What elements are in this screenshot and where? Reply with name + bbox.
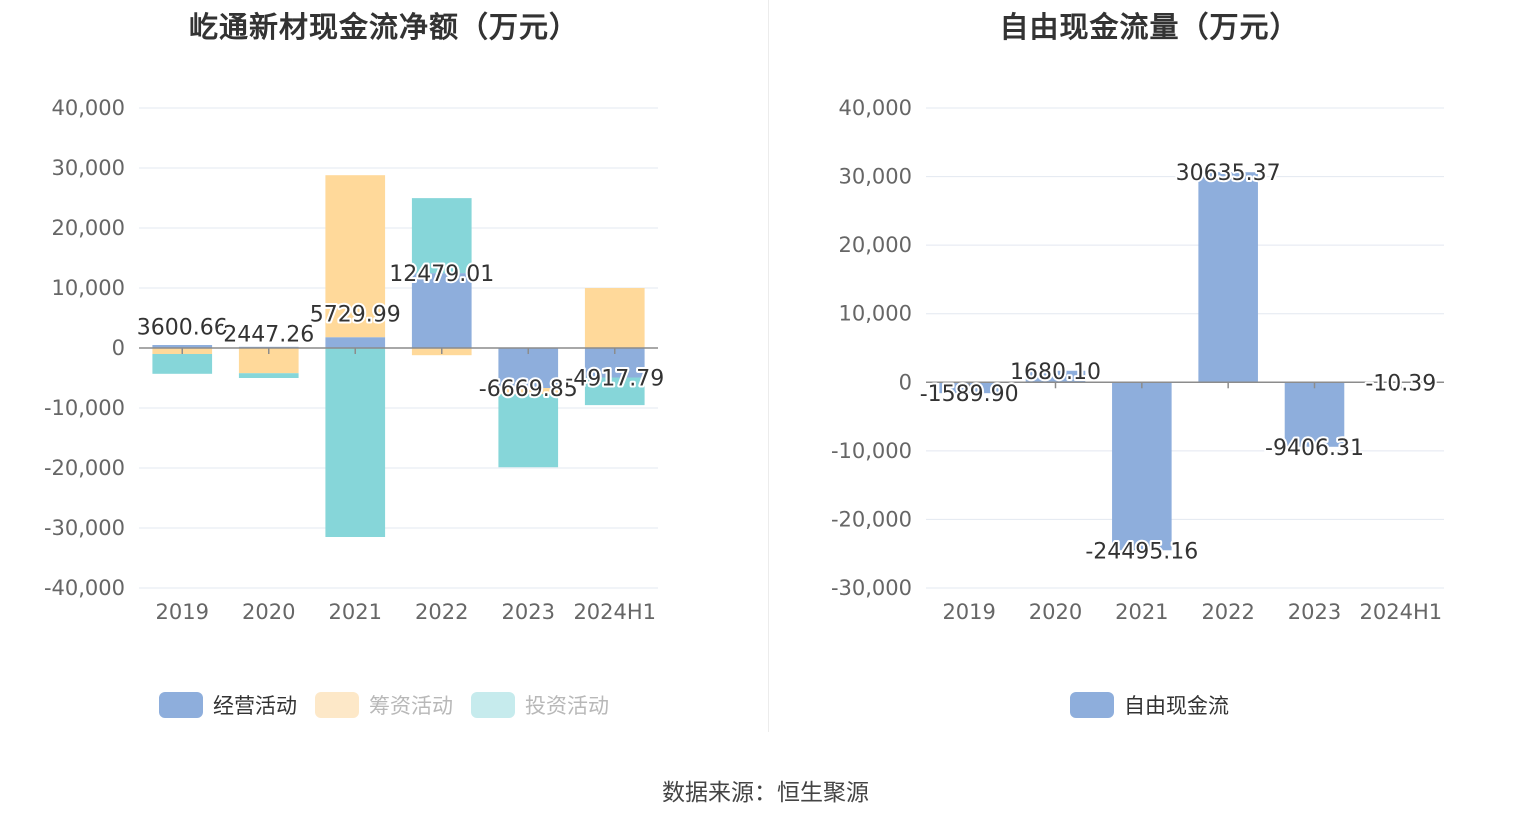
y-tick-label: -10,000 [44,396,125,420]
bar [325,337,386,348]
y-tick-label: 30,000 [839,165,912,189]
bar [1025,370,1086,383]
legend-label: 自由现金流 [1124,694,1229,718]
data-label: 12479.01 [389,262,494,287]
x-tick-label: 2019 [156,600,209,624]
bar [411,273,472,348]
bar [325,348,386,537]
y-tick-label: -30,000 [44,516,125,540]
legend: 经营活动 筹资活动 投资活动 [0,690,768,720]
bar [584,377,645,406]
bar [1284,382,1345,447]
data-label: 5729.99 [310,303,401,328]
data-label: 1680.10 [1010,360,1101,385]
y-tick-label: 20,000 [839,233,912,257]
chart-title: 自由现金流量（万元） [999,10,1300,44]
y-tick-label: 40,000 [839,96,912,120]
y-tick-label: 0 [112,336,125,360]
panel-divider [768,0,769,732]
y-tick-label: 20,000 [52,216,125,240]
legend-swatch [1070,692,1114,718]
data-label: -9406.31 [1265,436,1364,461]
legend-item-financing[interactable]: 筹资活动 [315,690,453,720]
legend-label: 投资活动 [525,694,609,718]
y-tick-label: 0 [899,370,912,394]
x-tick-label: 2022 [415,600,468,624]
bar [498,348,559,389]
free-cash-flow-chart: 自由现金流量（万元） 40,000 30,000 20,000 10,000 0 -10,… [768,0,1531,740]
legend-label: 经营活动 [213,694,297,718]
y-tick-label: -40,000 [44,576,125,600]
data-label: -10.39 [1365,371,1436,396]
y-tick-label: 40,000 [52,96,125,120]
data-source: 数据来源：恒生聚源 [662,780,869,806]
x-tick-label: 2020 [242,600,295,624]
data-label: 30635.37 [1176,161,1281,186]
bar [238,373,299,378]
x-tick-label: 2022 [1201,600,1254,624]
legend-swatch [471,692,515,718]
x-tick-label: 2021 [329,600,382,624]
x-tick-label: 2023 [502,600,555,624]
cash-flow-net-plot: 40,000 30,000 20,000 10,000 0 -10,000 -20,000 -… [44,96,666,624]
y-tick-label: 10,000 [52,276,125,300]
bar [152,354,213,374]
x-tick-label: 2024H1 [573,600,656,624]
y-tick-label: -20,000 [831,507,912,531]
y-tick-label: -30,000 [831,576,912,600]
bar [152,345,213,348]
bar [1112,382,1172,551]
data-label: 2447.26 [223,322,314,347]
cash-flow-net-chart: 屹通新材现金流净额（万元） 40,000 30,000 20,000 10,000 0 -… [0,0,768,740]
bar [1198,172,1258,383]
y-tick-label: 10,000 [839,302,912,326]
legend-swatch [315,692,359,718]
legend-item-investing[interactable]: 投资活动 [471,690,609,720]
y-tick-label: -10,000 [831,439,912,463]
x-tick-label: 2024H1 [1360,600,1443,624]
bar [411,198,472,274]
chart-title: 屹通新材现金流净额（万元） [188,10,579,44]
legend: 自由现金流 [768,690,1531,720]
data-label: 3600.66 [137,315,228,340]
x-tick-label: 2020 [1029,600,1082,624]
data-label: -4917.79 [565,367,664,392]
bar [498,388,559,395]
x-tick-label: 2023 [1288,600,1341,624]
y-tick-label: -20,000 [44,456,125,480]
x-tick-label: 2021 [1115,600,1168,624]
data-label: -24495.16 [1085,539,1198,564]
x-tick-label: 2019 [942,600,995,624]
legend-item-free-cash-flow[interactable]: 自由现金流 [1070,690,1229,720]
data-label: -1589.90 [920,382,1019,407]
legend-item-operating[interactable]: 经营活动 [159,690,297,720]
data-label: -6669.85 [479,377,578,402]
bar [325,175,386,338]
free-cash-flow-plot: 40,000 30,000 20,000 10,000 0 -10,000 -20,000 -… [831,96,1444,624]
bar [498,394,559,468]
legend-swatch [159,692,203,718]
y-tick-label: 30,000 [52,156,125,180]
legend-label: 筹资活动 [369,694,453,718]
bar [584,288,645,348]
